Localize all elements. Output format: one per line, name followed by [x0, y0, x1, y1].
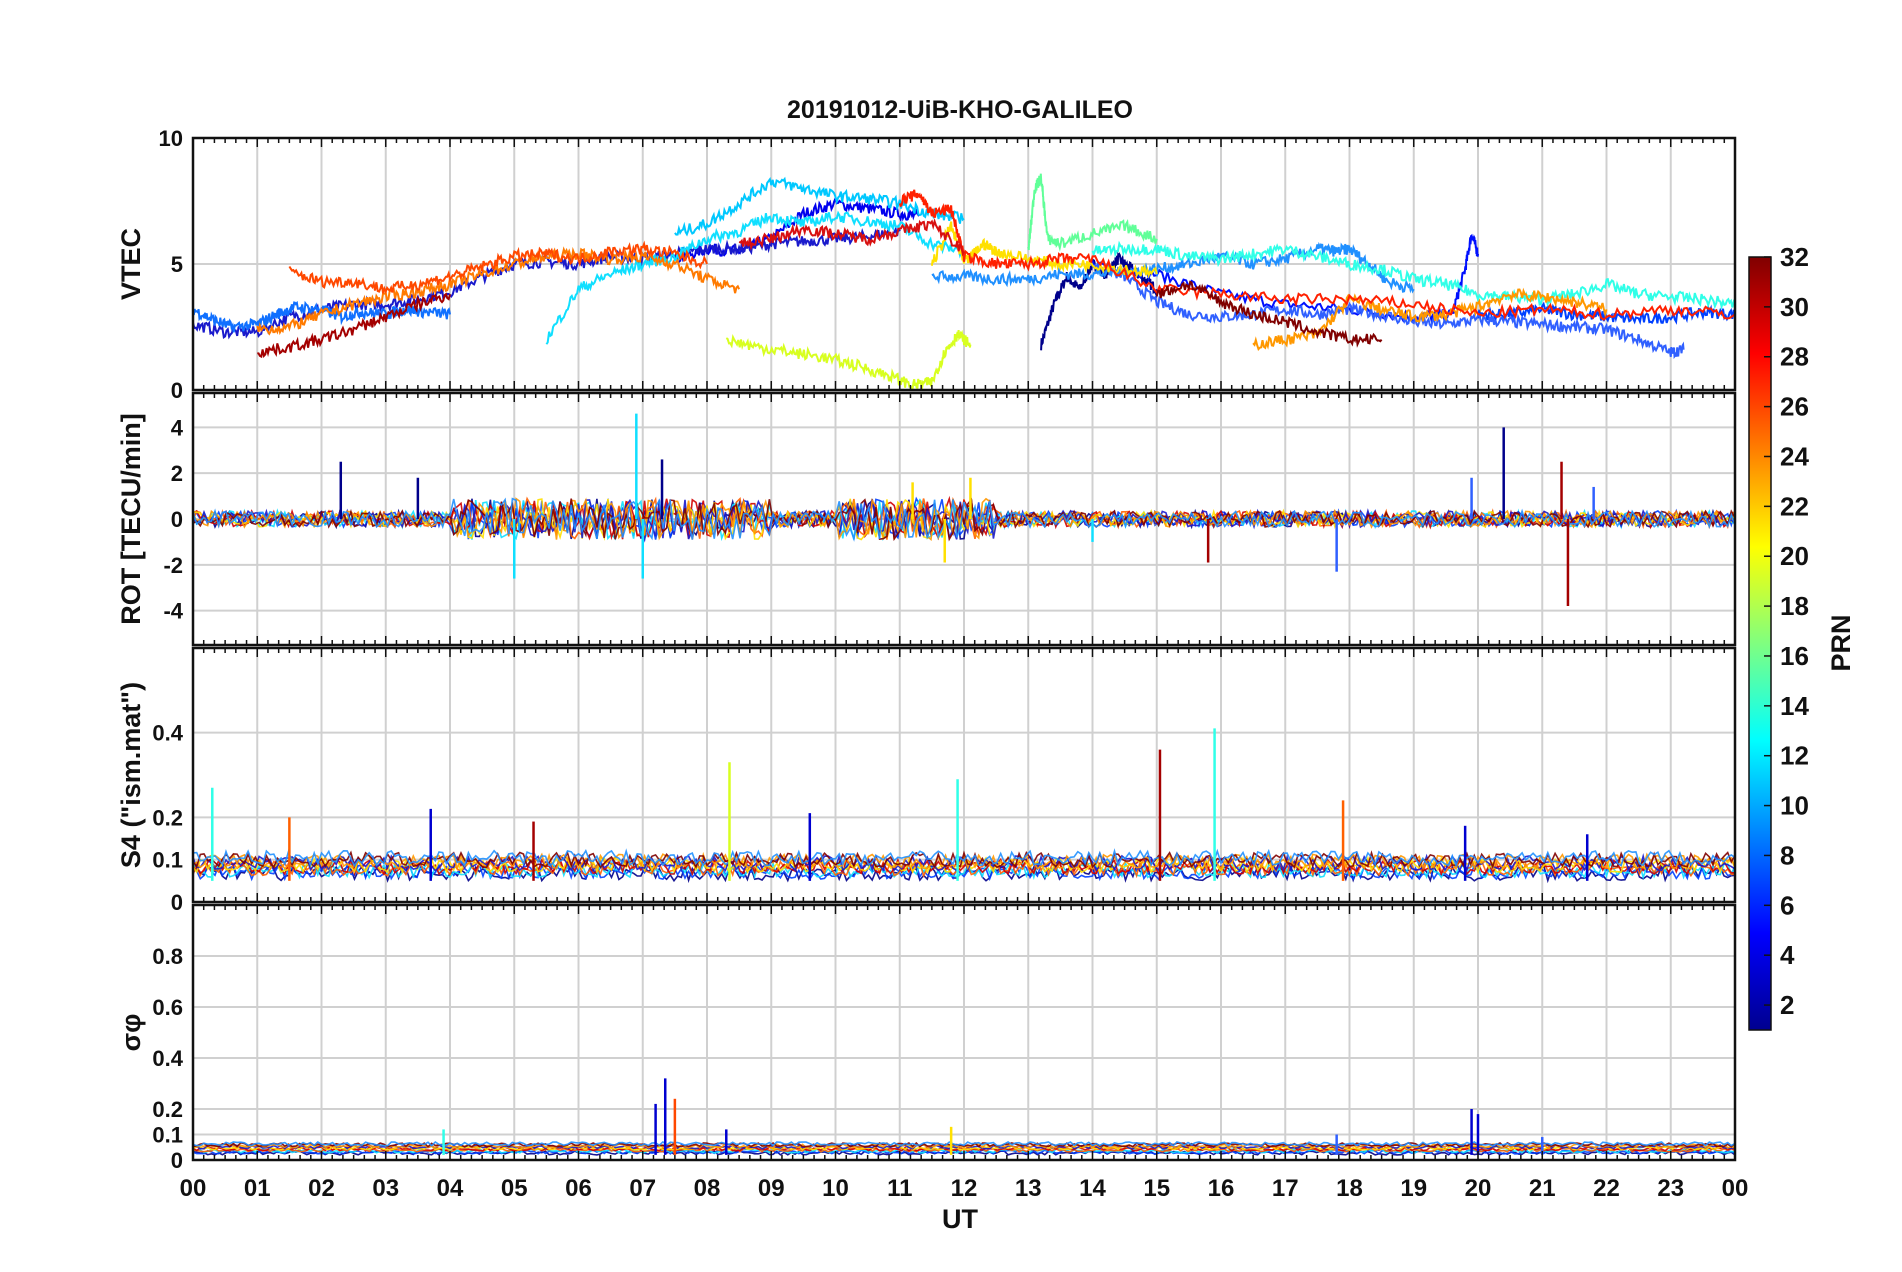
colorbar-tick-label: 20: [1780, 541, 1809, 571]
y-tick-label: 0.2: [152, 805, 183, 830]
y-axis-label: VTEC: [116, 228, 146, 300]
colorbar-tick-label: 16: [1780, 641, 1809, 671]
colorbar-tick-label: 30: [1780, 292, 1809, 322]
x-tick-label: 10: [822, 1175, 849, 1202]
colorbar-tick-label: 14: [1780, 691, 1809, 721]
x-tick-label: 16: [1208, 1175, 1235, 1202]
colorbar-tick-label: 18: [1780, 591, 1809, 621]
series-line: [1091, 240, 1735, 311]
y-tick-label: 0.8: [152, 944, 183, 969]
colorbar-gradient: [1748, 256, 1772, 1031]
x-tick-label: 07: [629, 1175, 656, 1202]
y-tick-label: 0: [171, 1148, 183, 1173]
data-rot: [193, 413, 1735, 607]
panel-rot: -4 -2 0 2 4 ROT [TECU/min]: [116, 391, 1737, 647]
series-line: [674, 176, 965, 237]
colorbar-tick-label: 28: [1780, 342, 1809, 372]
colorbar-tick-label: 22: [1780, 491, 1809, 521]
y-tick-label: 4: [171, 415, 184, 440]
colorbar-tick-label: 4: [1780, 940, 1795, 970]
data-s4: [193, 728, 1735, 884]
y-tick-label: 5: [171, 252, 183, 277]
y-tick-label: 0: [171, 378, 183, 403]
series-line: [257, 292, 451, 359]
x-axis-label: UT: [942, 1204, 978, 1234]
x-tick-label: 12: [951, 1175, 978, 1202]
x-tick-label: 04: [437, 1175, 464, 1202]
x-tick-label: 17: [1272, 1175, 1299, 1202]
y-tick-label: 0.1: [152, 848, 183, 873]
x-tick-label: 23: [1657, 1175, 1684, 1202]
x-tick-label: 01: [244, 1175, 271, 1202]
series-line: [545, 210, 965, 345]
x-tick-label: 19: [1400, 1175, 1427, 1202]
y-tick-label: 0.6: [152, 995, 183, 1020]
x-tick-label: 15: [1143, 1175, 1170, 1202]
y-tick-label: 10: [159, 126, 183, 151]
colorbar-tick-label: 12: [1780, 741, 1809, 771]
y-tick-label: 0.4: [152, 721, 183, 746]
x-tick-label: 03: [372, 1175, 399, 1202]
colorbar-label: PRN: [1826, 614, 1856, 671]
series-line: [193, 497, 1735, 542]
colorbar-tick-label: 2: [1780, 990, 1794, 1020]
y-tick-label: 0: [171, 890, 183, 915]
x-tick-label: 00: [1722, 1175, 1749, 1202]
series-line: [193, 848, 1735, 868]
x-tick-label: 02: [308, 1175, 335, 1202]
x-tick-label: 06: [565, 1175, 592, 1202]
x-tick-label: 20: [1465, 1175, 1492, 1202]
series-line: [1155, 280, 1383, 348]
y-tick-label: 2: [171, 461, 183, 486]
colorbar-tick-label: 10: [1780, 791, 1809, 821]
x-tick-label: 21: [1529, 1175, 1556, 1202]
colorbar-tick-label: 26: [1780, 392, 1809, 422]
y-axis-label: ROT [TECU/min]: [116, 413, 146, 624]
x-tick-label: 05: [501, 1175, 528, 1202]
x-tick-label: 18: [1336, 1175, 1363, 1202]
colorbar-tick-label: 8: [1780, 840, 1794, 870]
colorbar-tick-label: 32: [1780, 242, 1809, 272]
series-line: [1027, 173, 1158, 252]
x-tick-label: 14: [1079, 1175, 1106, 1202]
series-line: [193, 497, 1735, 542]
y-axis-label: σφ: [116, 1014, 146, 1052]
series-line: [193, 300, 451, 333]
y-axis-label: S4 ("ism.mat"): [116, 682, 146, 868]
colorbar-tick-label: 6: [1780, 890, 1794, 920]
series-line: [256, 246, 741, 336]
x-tick-label: 09: [758, 1175, 785, 1202]
panel-s4: 0 0.1 0.2 0.4S4 ("ism.mat"): [116, 646, 1737, 915]
x-tick-label: 00: [180, 1175, 207, 1202]
y-tick-label: -4: [163, 599, 183, 624]
y-tick-label: 0: [171, 507, 183, 532]
colorbar-tick-label: 24: [1780, 441, 1809, 471]
series-line: [738, 218, 965, 257]
panel-vtec: 0 5 10 VTEC: [116, 126, 1737, 403]
panel-sigma_phi: 00.10.2 0.4 0.6 0.8 σφ: [116, 903, 1737, 1173]
series-line: [1091, 262, 1685, 359]
x-tick-label: 13: [1015, 1175, 1042, 1202]
x-tick-labels: 00 01 02 03 04 05 06 07 08 09 10 11 12 13 14 15 16 17 18 19…: [180, 1175, 1749, 1202]
y-tick-label: 0.1: [152, 1123, 183, 1148]
series-line: [288, 240, 708, 295]
y-tick-label: -2: [163, 553, 183, 578]
x-tick-label: 11: [887, 1175, 912, 1202]
y-tick-label: 0.2: [152, 1097, 183, 1122]
y-tick-label: 0.4: [152, 1046, 183, 1071]
chart-title: 20191012-UiB-KHO-GALILEO: [787, 96, 1133, 124]
data-vtec: [193, 173, 1735, 390]
series-line: [725, 329, 972, 390]
x-tick-label: 22: [1593, 1175, 1620, 1202]
x-tick-label: 08: [694, 1175, 721, 1202]
